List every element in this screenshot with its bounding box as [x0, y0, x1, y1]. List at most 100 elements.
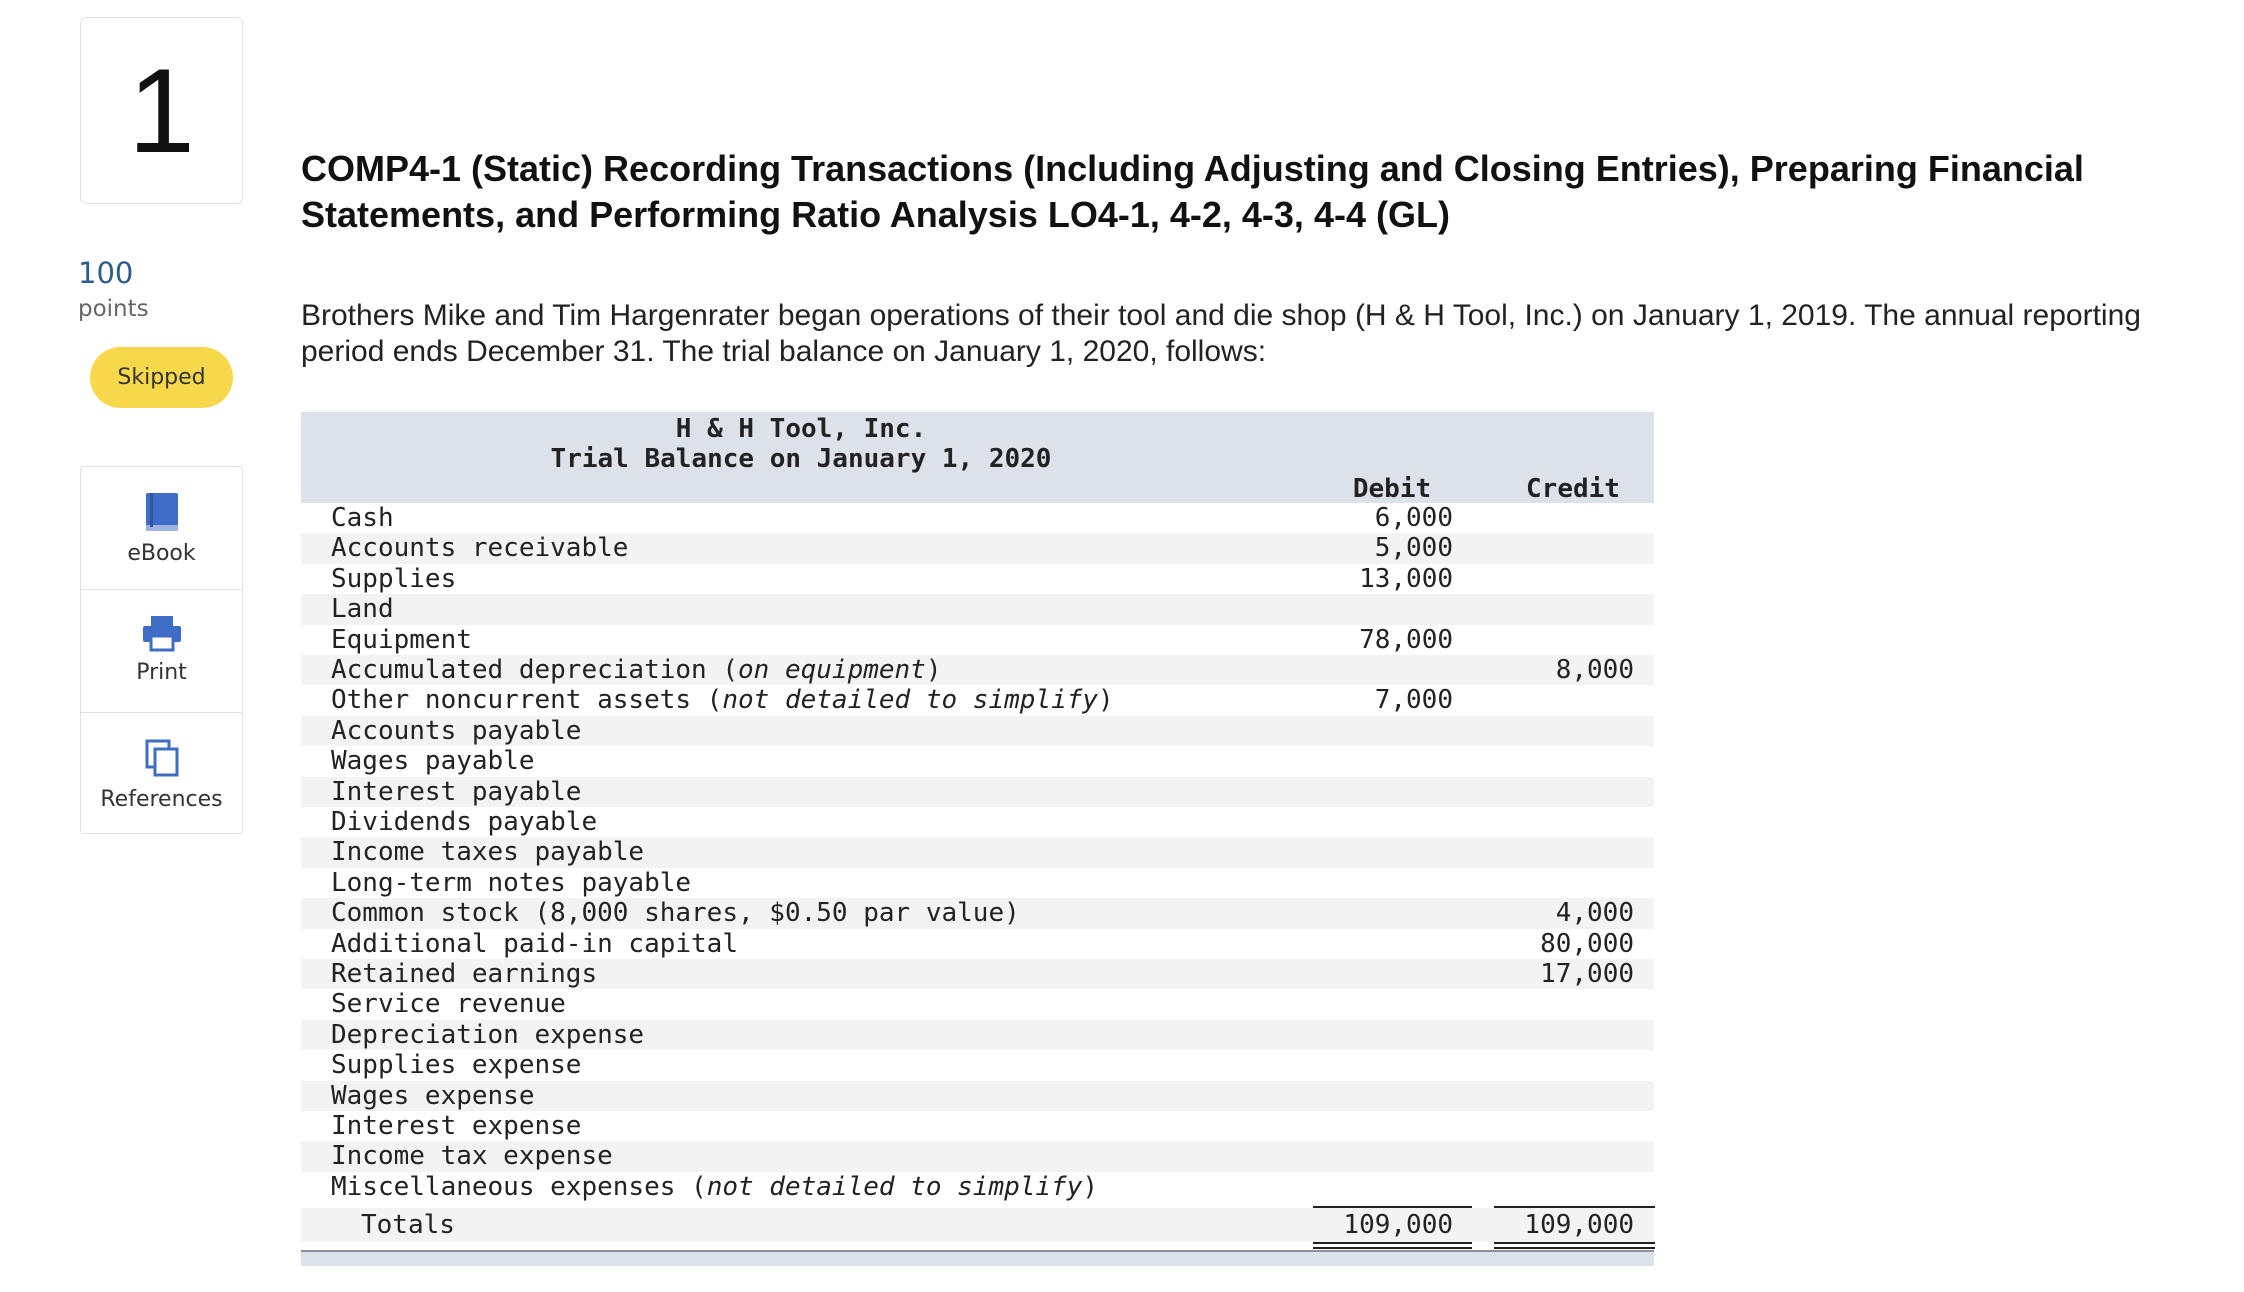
label-part: Wages payable — [331, 746, 535, 777]
row-label: Depreciation expense — [331, 1020, 644, 1050]
label-part: Equipment — [331, 624, 472, 655]
table-footer — [301, 1250, 1654, 1266]
table-row: Accounts payable — [301, 715, 1654, 747]
credit-value: 8,000 — [1555, 655, 1634, 685]
label-part: Interest expense — [331, 1111, 582, 1141]
label-part: Accumulated depreciation ( — [331, 655, 738, 685]
row-label: Wages expense — [331, 1081, 535, 1111]
ebook-button[interactable]: eBook — [81, 467, 242, 590]
table-row: Interest expense — [301, 1111, 1654, 1141]
table-row: Land — [301, 594, 1654, 625]
points-value: 100 — [78, 256, 134, 290]
credit-header: Credit — [1526, 474, 1620, 504]
table-header: H & H Tool, Inc. Trial Balance on Januar… — [301, 412, 1654, 504]
label-part: Additional paid-in capital — [331, 928, 738, 959]
label-part: Accounts receivable — [331, 533, 629, 564]
label-part: Wages expense — [331, 1080, 535, 1111]
row-label: Service revenue — [331, 989, 566, 1019]
row-label: Common stock (8,000 shares, $0.50 par va… — [331, 898, 1020, 928]
label-part: Supplies expense — [331, 1050, 582, 1081]
row-label: Retained earnings — [331, 959, 597, 989]
table-row: Accumulated depreciation (on equipment) 8… — [301, 655, 1654, 686]
totals-credit: 109,000 — [1524, 1210, 1634, 1241]
company-name: H & H Tool, Inc. — [675, 414, 927, 444]
double-underline — [1313, 1247, 1472, 1250]
print-label: Print — [136, 660, 187, 685]
table-row: Dividends payable — [301, 807, 1654, 837]
label-part: Other noncurrent assets ( — [331, 685, 723, 716]
double-underline — [1494, 1247, 1655, 1250]
row-label: Supplies expense — [331, 1050, 581, 1080]
label-part: ) — [1098, 685, 1114, 716]
ebook-label: eBook — [127, 541, 196, 566]
row-label: Dividends payable — [331, 807, 597, 837]
table-row: Miscellaneous expenses (not detailed to … — [301, 1172, 1654, 1202]
table-row: Additional paid-in capital 80,000 — [301, 929, 1654, 959]
question-intro: Brothers Mike and Tim Hargenrater began … — [301, 299, 2141, 368]
references-label: References — [100, 787, 223, 812]
label-part: Retained earnings — [331, 959, 598, 989]
table-row: Service revenue — [301, 989, 1654, 1019]
table-row: Other noncurrent assets (not detailed to… — [301, 685, 1654, 715]
table-row: Retained earnings 17,000 — [301, 959, 1654, 990]
debit-header: Debit — [1352, 474, 1432, 504]
label-part: ) — [1082, 1171, 1099, 1202]
double-underline — [1313, 1242, 1472, 1245]
table-row: Supplies expense — [301, 1050, 1654, 1080]
debit-value: 78,000 — [1359, 624, 1453, 655]
table-row: Income tax expense — [301, 1141, 1654, 1172]
row-label: Accumulated depreciation (on equipment) — [331, 655, 942, 685]
table-row: Accounts receivable 5,000 — [301, 533, 1654, 564]
label-part: Income tax expense — [331, 1141, 613, 1172]
row-label: Income tax expense — [331, 1141, 613, 1171]
print-icon — [142, 616, 181, 652]
table-row: Wages payable — [301, 746, 1654, 776]
references-button[interactable]: References — [81, 713, 242, 835]
row-label: Other noncurrent assets (not detailed to… — [331, 685, 1114, 715]
label-part: Long-term notes payable — [331, 867, 692, 898]
ebook-icon — [145, 493, 178, 531]
credit-value: 80,000 — [1540, 928, 1634, 959]
references-icon — [145, 739, 178, 777]
label-part: Depreciation expense — [331, 1019, 645, 1050]
row-label: Equipment — [331, 625, 472, 655]
print-button[interactable]: Print — [81, 590, 242, 713]
label-part: Accounts payable — [331, 715, 582, 746]
points-label: points — [78, 296, 149, 322]
totals-label: Totals — [361, 1210, 455, 1241]
label-part: Cash — [331, 503, 394, 533]
label-part: on equipment — [738, 655, 926, 685]
row-label: Additional paid-in capital — [331, 929, 738, 959]
label-part: Miscellaneous expenses ( — [331, 1171, 707, 1202]
debit-value: 13,000 — [1359, 563, 1453, 594]
table-row: Depreciation expense — [301, 1019, 1654, 1051]
label-part: Interest payable — [331, 776, 582, 807]
table-row: Equipment 78,000 — [301, 625, 1654, 655]
question-number: 1 — [80, 17, 243, 204]
tools-panel: eBook Print References — [80, 466, 243, 834]
row-label: Accounts receivable — [331, 533, 628, 563]
table-subtitle: Trial Balance on January 1, 2020 — [550, 444, 1052, 474]
row-label: Interest expense — [331, 1111, 581, 1141]
totals-row: Totals 109,000 109,000 — [301, 1208, 1654, 1243]
table-row: Wages expense — [301, 1080, 1654, 1111]
table-row: Supplies 13,000 — [301, 564, 1654, 594]
table-row: Interest payable — [301, 776, 1654, 807]
label-part: Land — [331, 594, 394, 625]
row-label: Income taxes payable — [331, 837, 644, 867]
trial-balance-table: H & H Tool, Inc. Trial Balance on Januar… — [301, 412, 1655, 1266]
debit-value: 5,000 — [1374, 533, 1453, 564]
question-title: COMP4-1 (Static) Recording Transactions … — [301, 148, 2084, 235]
label-part: Income taxes payable — [331, 837, 645, 868]
status-badge: Skipped — [90, 347, 233, 408]
row-label: Interest payable — [331, 777, 581, 807]
label-part: ) — [925, 655, 942, 685]
row-label: Accounts payable — [331, 716, 581, 746]
credit-value: 17,000 — [1540, 959, 1634, 989]
underline — [1494, 1206, 1655, 1209]
totals-debit: 109,000 — [1343, 1210, 1453, 1241]
row-label: Supplies — [331, 564, 456, 594]
label-part: Dividends payable — [331, 807, 598, 837]
label-part: Common stock (8,000 shares, $0.50 par va… — [331, 898, 1020, 929]
